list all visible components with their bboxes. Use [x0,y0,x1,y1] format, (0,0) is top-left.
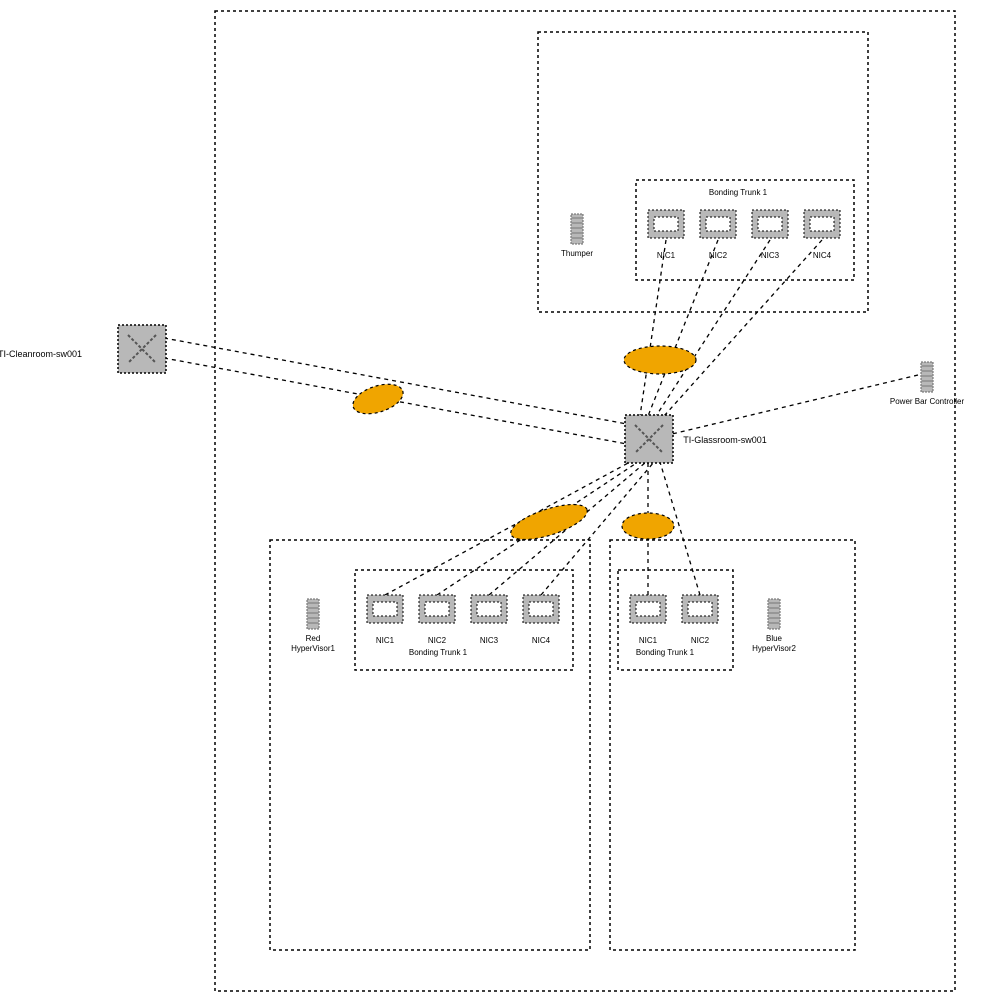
server-label-pbc: Power Bar Controller [890,397,965,406]
container-top_host [538,32,868,312]
switch-sw_clean: TI-Cleanroom-sw001 [0,325,166,373]
edge-nic_top_3 [656,240,770,416]
nic-label-trunk_top-2: NIC3 [761,251,780,260]
nic-label-trunk_hv2-1: NIC2 [691,636,710,645]
edge-nic_top_1 [640,240,666,416]
nic-label-trunk_top-0: NIC1 [657,251,676,260]
edge-nic_hv1_1 [385,462,630,595]
server-label-hv1: Red [306,634,321,643]
server-label2-hv1: HyperVisor1 [291,644,335,653]
nic-label-trunk_hv1-3: NIC4 [532,636,551,645]
trunk-label-trunk_hv2: Bonding Trunk 1 [636,648,695,657]
nic-label-trunk_hv2-0: NIC1 [639,636,658,645]
edge-nic_top_2 [648,240,718,416]
link-bundle-e_hv2 [622,513,674,539]
nic-label-trunk_hv1-2: NIC3 [480,636,499,645]
switch-label-sw_clean: TI-Cleanroom-sw001 [0,349,82,359]
trunk-label-trunk_hv1: Bonding Trunk 1 [409,648,468,657]
switch-icon-sw_clean [118,325,166,373]
trunk-label-trunk_top: Bonding Trunk 1 [709,188,768,197]
server-hv1: RedHyperVisor1 [291,599,335,653]
server-label-hv2: Blue [766,634,783,643]
server-icon-hv2 [768,599,780,629]
server-label-thumper: Thumper [561,249,593,258]
container-outer [215,11,955,991]
nic-port-trunk_hv1-0 [373,602,397,616]
link-bundle-e_top [624,346,696,374]
switch-label-sw_glass: TI-Glassroom-sw001 [683,435,767,445]
edges-layer [164,240,918,595]
nic-port-trunk_hv1-1 [425,602,449,616]
link-bundle-e_clean [349,379,406,420]
edge-nic_top_4 [664,240,822,416]
server-icon-pbc [921,362,933,392]
edge-sw_clean [164,338,627,424]
switch-icon-sw_glass [625,415,673,463]
server-hv2: BlueHyperVisor2 [752,599,796,653]
nic-port-trunk_top-1 [706,217,730,231]
nic-label-trunk_hv1-1: NIC2 [428,636,447,645]
server-icon-hv1 [307,599,319,629]
network-diagram: Bonding Trunk 1NIC1NIC2NIC3NIC4Bonding T… [0,0,1000,1000]
nic-port-trunk_hv1-2 [477,602,501,616]
trunk-trunk_hv1: Bonding Trunk 1 NIC1 NIC2 NIC3 NIC4 [355,570,573,670]
nic-label-trunk_top-1: NIC2 [709,251,728,260]
edge-pbc [672,375,918,434]
nic-port-trunk_hv1-3 [529,602,553,616]
nic-label-trunk_hv1-0: NIC1 [376,636,395,645]
nic-label-trunk_top-3: NIC4 [813,251,832,260]
switch-sw_glass: TI-Glassroom-sw001 [625,415,767,463]
nic-port-trunk_hv2-0 [636,602,660,616]
server-thumper: Thumper [561,214,593,258]
nic-port-trunk_top-3 [810,217,834,231]
nic-port-trunk_top-0 [654,217,678,231]
server-pbc: Power Bar Controller [890,362,965,406]
trunk-trunk_hv2: Bonding Trunk 1 NIC1 NIC2 [618,570,733,670]
nic-port-trunk_hv2-1 [688,602,712,616]
trunk-trunk_top: Bonding Trunk 1 NIC1 NIC2 NIC3 NIC4 [636,180,854,280]
server-label2-hv2: HyperVisor2 [752,644,796,653]
server-icon-thumper [571,214,583,244]
nic-port-trunk_top-2 [758,217,782,231]
